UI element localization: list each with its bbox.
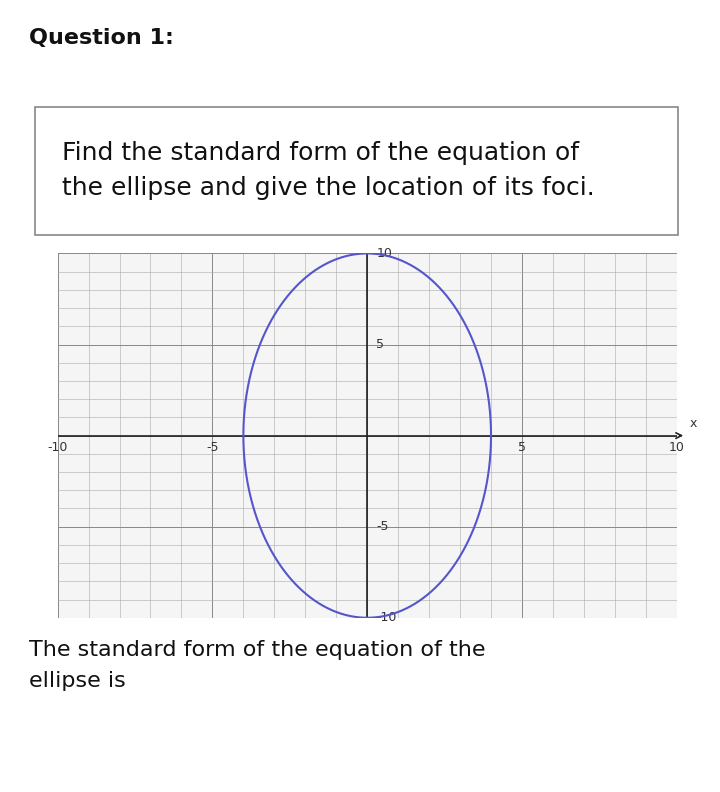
Text: Find the standard form of the equation of
the ellipse and give the location of i: Find the standard form of the equation o… <box>62 141 595 200</box>
Text: -5: -5 <box>206 441 219 454</box>
Text: The standard form of the equation of the
ellipse is: The standard form of the equation of the… <box>29 640 485 691</box>
Text: -10: -10 <box>377 611 397 624</box>
FancyBboxPatch shape <box>35 107 678 235</box>
Text: 10: 10 <box>377 247 392 260</box>
Text: 5: 5 <box>518 441 526 454</box>
Text: 10: 10 <box>669 441 685 454</box>
Text: -10: -10 <box>48 441 68 454</box>
Text: Question 1:: Question 1: <box>29 28 174 48</box>
Text: x: x <box>689 417 696 430</box>
Text: 5: 5 <box>377 338 384 351</box>
Text: -5: -5 <box>377 520 389 533</box>
